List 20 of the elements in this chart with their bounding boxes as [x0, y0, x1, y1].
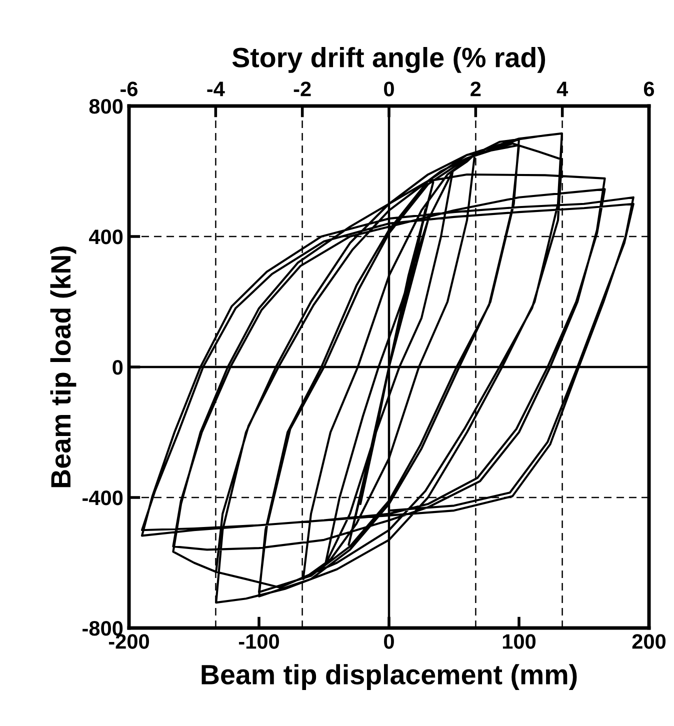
y-tick-label: 400 [89, 230, 123, 244]
x2-tick-label: 0 [384, 82, 394, 96]
x-tick-label: -100 [238, 634, 279, 649]
x-axis-title: Beam tip displacement (mm) [202, 664, 577, 690]
x-tick-label: 100 [502, 634, 536, 649]
x-tick-label: 0 [384, 634, 394, 649]
x2-tick-label: 4 [556, 82, 568, 96]
y-tick-label: 0 [112, 360, 123, 375]
x2-tick-label: -6 [120, 82, 138, 96]
y-tick-label: -800 [82, 621, 123, 636]
x-tick-label: 200 [632, 634, 666, 649]
y-tick-label: -400 [82, 490, 123, 506]
y-axis-title: Beam tip load (kN) [50, 246, 76, 488]
x2-tick-label: -2 [294, 82, 311, 96]
x2-tick-label: 2 [470, 82, 481, 96]
y-tick-label: 800 [89, 99, 123, 114]
x-tick-label: -200 [108, 634, 149, 649]
x2-axis-title: Story drift angle (% rad) [232, 47, 546, 74]
x2-tick-label: -4 [207, 82, 225, 96]
x2-tick-label: 6 [644, 82, 654, 96]
